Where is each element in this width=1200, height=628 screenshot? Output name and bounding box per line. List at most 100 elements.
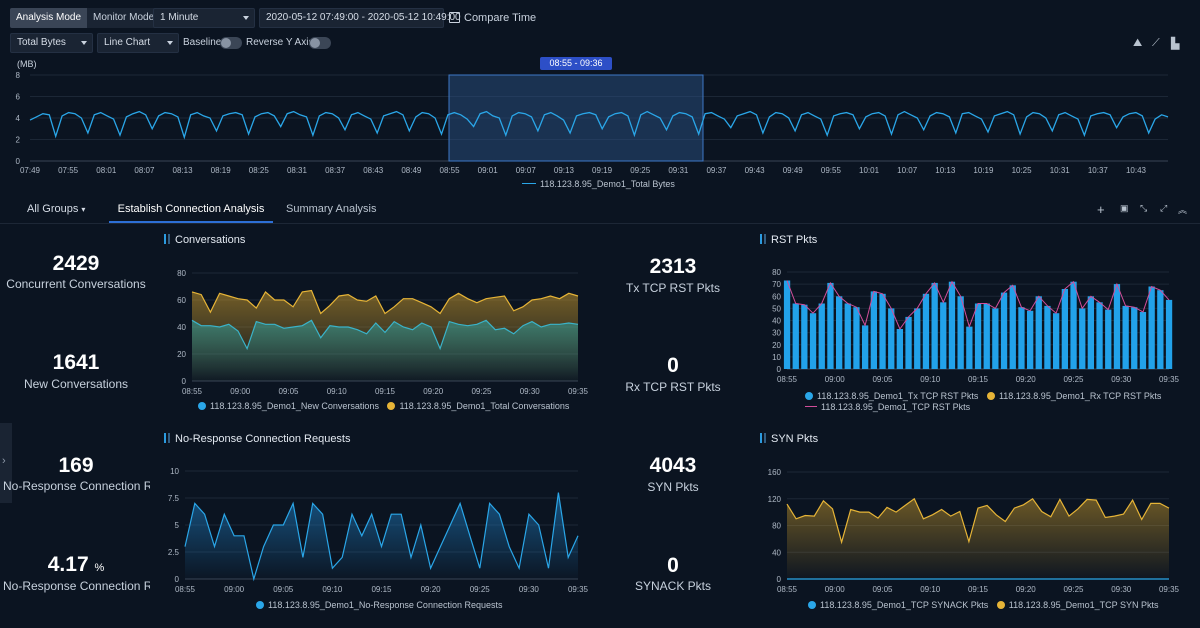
legend-dot (986, 392, 995, 400)
baseline-toggle[interactable] (220, 37, 242, 49)
tx-rst-bar (1122, 305, 1129, 369)
x-tick-label: 09:35 (568, 585, 589, 594)
total-conversations-line (191, 289, 579, 315)
x-tick-label: 08:55 (777, 585, 798, 594)
chart-type-select[interactable]: Line Chart (97, 33, 179, 53)
chevron-right-icon: › (2, 455, 6, 467)
tx-rst-bar (862, 325, 869, 369)
panel-title-noresp: No-Response Connection Requests (164, 433, 351, 445)
y-tick-label: 50 (772, 304, 781, 313)
panel-title-text: RST Pkts (771, 234, 818, 246)
x-tick-label: 09:30 (1111, 585, 1132, 594)
timeline-chart[interactable]: 8 6 4 2 0 07:49 07:55 08:01 08:07 08:13 08:19 08:2… (0, 60, 1200, 190)
legend-label: 118.123.8.95_Demo1_TCP SYNACK Pkts (820, 600, 989, 610)
tx-rst-bar (1157, 290, 1164, 369)
mode-switch: Analysis Mode Monitor Mode (10, 8, 161, 28)
y-tick-label: 20 (177, 350, 186, 359)
time-range-picker[interactable]: 2020-05-12 07:49:00 - 2020-05-12 10:49:0… (259, 8, 461, 28)
tx-rst-bar (1061, 289, 1068, 369)
x-tick-label: 08:55 (175, 585, 196, 594)
kpi-rate-label: No-Response Connection Rate (3, 579, 150, 593)
reverse-y-toggle[interactable] (309, 37, 331, 49)
legend-line-swatch (522, 183, 536, 184)
legend-dot (808, 601, 816, 609)
chevron-down-icon (243, 16, 249, 20)
y-tick-label: 8 (16, 71, 21, 80)
rst-total-line (786, 280, 1170, 331)
x-tick-label: 08:01 (96, 166, 117, 175)
interval-select[interactable]: 1 Minute (153, 8, 255, 28)
x-tick-label: 09:30 (1111, 375, 1132, 384)
bar-chart-icon[interactable]: ▙ (1171, 38, 1180, 50)
tx-rst-bar (966, 326, 973, 369)
x-tick-label: 09:15 (371, 585, 392, 594)
collapse-icon[interactable]: ︽ (1178, 205, 1188, 215)
kpi-concurrent-value: 2429 (52, 252, 100, 275)
new-conversations-line (191, 319, 579, 351)
time-range-value: 2020-05-12 07:49:00 - 2020-05-12 10:49:0… (266, 12, 461, 23)
x-tick-label: 09:10 (920, 585, 941, 594)
y-tick-label: 0 (777, 365, 782, 374)
export-icon[interactable]: ▣ (1120, 203, 1129, 213)
x-tick-label: 09:20 (1016, 375, 1037, 384)
timeline-legend: 118.123.8.95_Demo1_Total Bytes (522, 179, 675, 189)
x-tick-label: 09:31 (668, 166, 689, 175)
kpi-noresp-label: No-Response Connection Requests (3, 479, 150, 493)
tx-rst-bar (1105, 309, 1112, 369)
x-tick-label: 08:25 (249, 166, 270, 175)
x-tick-label: 09:00 (224, 585, 245, 594)
compare-time-checkbox[interactable] (449, 12, 460, 23)
tx-rst-bar (1079, 308, 1086, 369)
x-tick-label: 09:43 (745, 166, 766, 175)
tx-rst-bar (870, 291, 877, 369)
metric-select[interactable]: Total Bytes (10, 33, 93, 53)
x-tick-label: 09:25 (1063, 375, 1084, 384)
timeline-legend-label: 118.123.8.95_Demo1_Total Bytes (540, 179, 675, 189)
x-tick-label: 09:35 (1159, 375, 1180, 384)
fullscreen-icon[interactable]: ⤢ (1160, 203, 1168, 213)
x-tick-label: 10:25 (1012, 166, 1033, 175)
tab-summary-analysis[interactable]: Summary Analysis (286, 203, 376, 215)
side-expand-handle[interactable]: › (0, 423, 12, 503)
all-groups-label: All Groups (27, 203, 79, 215)
x-tick-label: 08:49 (401, 166, 422, 175)
y-tick-label: 40 (772, 317, 781, 326)
y-tick-label: 10 (170, 467, 179, 476)
interval-value: 1 Minute (160, 12, 199, 23)
conversations-chart[interactable]: 0 20 40 60 80 08:55 09:00 09:05 09:10 09:15 09:20 0… (160, 262, 590, 397)
y-tick-label: 7.5 (168, 494, 180, 503)
kpi-synack-label: SYNACK Pkts (634, 579, 712, 593)
tx-rst-bar (1035, 296, 1042, 370)
reverse-y-label: Reverse Y Axis (246, 37, 314, 48)
add-icon[interactable]: + (1097, 202, 1105, 217)
line-chart-icon[interactable]: ⟋ (1152, 37, 1160, 49)
tx-rst-bar (940, 302, 947, 369)
legend-label: 118.123.8.95_Demo1_TCP RST Pkts (821, 402, 971, 412)
y-tick-label: 10 (772, 353, 781, 362)
x-tick-label: 08:19 (211, 166, 232, 175)
rst-chart[interactable]: 0 10 20 30 40 50 60 70 80 08:55 09:00 09:05 09:10 09:… (755, 262, 1185, 387)
tab-establish-connection-analysis[interactable]: Establish Connection Analysis (109, 196, 273, 223)
x-tick-label: 09:25 (471, 387, 492, 396)
x-tick-label: 08:55 (440, 166, 461, 175)
panel-title-text: Conversations (175, 234, 246, 246)
y-tick-label: 60 (772, 292, 781, 301)
rst-legend-row2: 118.123.8.95_Demo1_TCP RST Pkts (805, 402, 970, 412)
legend-label: 118.123.8.95_Demo1_New Conversations (210, 401, 379, 411)
analysis-mode-button[interactable]: Analysis Mode (10, 8, 88, 28)
tx-rst-bar (896, 329, 903, 369)
fit-icon[interactable]: ⤡ (1140, 203, 1148, 213)
legend-label: 118.123.8.95_Demo1_Rx TCP RST Pkts (998, 391, 1162, 401)
tx-rst-bar (783, 280, 791, 369)
kpi-rx-rst-value: 0 (667, 354, 679, 377)
y-tick-label: 0 (16, 157, 21, 166)
noresp-chart[interactable]: 0 2.5 5 7.5 10 08:55 09:00 09:05 09:10 09:15 09:20… (160, 460, 590, 595)
all-groups-dropdown[interactable]: All Groups ▾ (27, 203, 85, 215)
x-tick-label: 09:00 (230, 387, 251, 396)
area-chart-icon[interactable]: ⛰ (1133, 37, 1143, 49)
monitor-mode-button[interactable]: Monitor Mode (93, 12, 155, 23)
caret-down-icon: ▾ (81, 205, 86, 214)
x-tick-label: 09:15 (968, 375, 989, 384)
tx-rst-bar (983, 303, 990, 369)
syn-chart[interactable]: 0 40 80 120 160 08:55 09:00 09:05 09:10 09:15 09:2… (755, 460, 1185, 595)
